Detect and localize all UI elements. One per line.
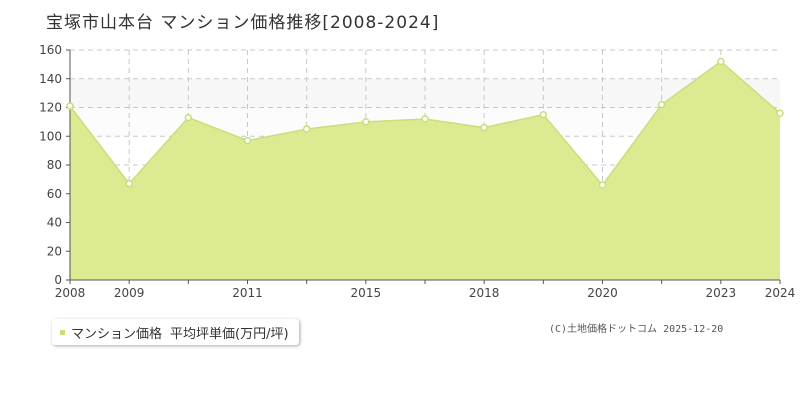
x-tick-label: 2023 — [706, 286, 737, 300]
data-point — [302, 125, 311, 133]
area-fill — [70, 61, 780, 280]
x-tick-label: 2009 — [114, 286, 145, 300]
y-tick-label: 20 — [47, 244, 62, 258]
data-point — [243, 136, 252, 145]
x-tick-label: 2024 — [765, 286, 796, 300]
chart-title: 宝塚市山本台 マンション価格推移[2008-2024] — [46, 13, 440, 33]
y-tick-label: 60 — [47, 187, 62, 201]
y-tick-label: 100 — [39, 129, 62, 143]
data-point — [480, 123, 488, 132]
x-tick-label: 2008 — [55, 286, 86, 300]
legend-swatch — [60, 329, 65, 335]
x-tick-label: 2018 — [469, 286, 500, 300]
legend-unit: 平均坪単価(万円/坪) — [170, 326, 289, 342]
y-tick-label: 140 — [39, 72, 62, 86]
data-point — [184, 113, 193, 122]
y-tick-label: 120 — [39, 101, 62, 115]
data-point — [776, 109, 784, 117]
credit-text: (C)土地価格ドットコム 2025-12-20 — [549, 324, 724, 335]
x-tick-label: 2020 — [587, 286, 618, 300]
legend-label: マンション価格 — [71, 326, 163, 342]
y-tick-label: 80 — [47, 158, 62, 172]
data-point — [362, 118, 370, 126]
data-point — [66, 102, 74, 110]
data-point — [539, 110, 548, 119]
data-point — [125, 179, 133, 188]
data-point — [717, 57, 725, 66]
y-tick-label: 40 — [47, 216, 62, 230]
x-tick-label: 2015 — [351, 286, 382, 300]
x-tick-label: 2011 — [232, 286, 263, 300]
y-tick-label: 0 — [54, 273, 62, 287]
data-point — [657, 100, 666, 109]
data-point — [598, 181, 607, 189]
legend: マンション価格 平均坪単価(万円/坪) — [52, 319, 299, 345]
y-tick-label: 160 — [39, 43, 62, 57]
data-point — [421, 115, 429, 123]
